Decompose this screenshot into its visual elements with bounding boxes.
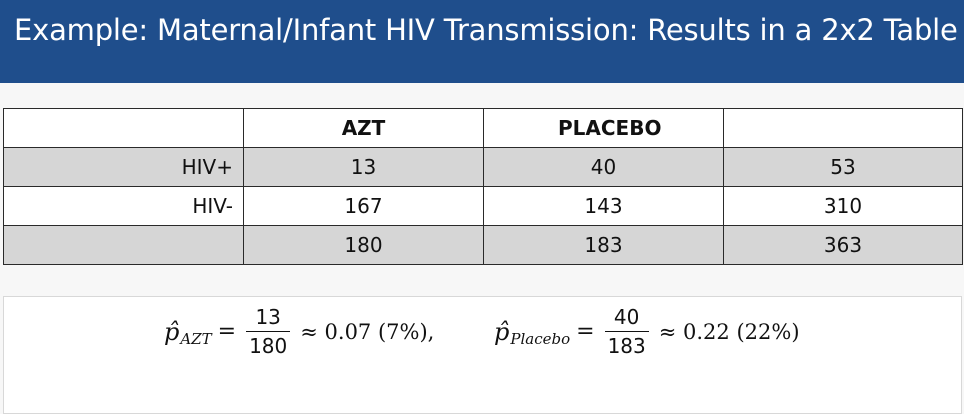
contingency-table: AZT PLACEBO HIV+ 13 40 53 HIV- 167 143 3… [3, 108, 963, 265]
table-header-cell-empty-right [723, 108, 963, 148]
equals-sign: = [217, 319, 237, 344]
table-cell: 183 [483, 225, 724, 265]
formula-subscript: AZT [180, 329, 212, 348]
table-row-label: HIV+ [3, 147, 244, 187]
table-header-cell-empty-left [3, 108, 244, 148]
contingency-table-container: AZT PLACEBO HIV+ 13 40 53 HIV- 167 143 3… [3, 108, 963, 265]
p-hat-symbol: p̂ [494, 317, 510, 346]
fraction: 40 183 [604, 305, 649, 358]
fraction-bar [246, 331, 291, 332]
table-header-row: AZT PLACEBO [3, 108, 963, 148]
formula-result: ≈ 0.22 (22%) [658, 319, 800, 344]
table-header-cell-placebo: PLACEBO [483, 108, 724, 148]
table-row-label [3, 225, 244, 265]
slide-header: Example: Maternal/Infant HIV Transmissio… [0, 0, 964, 83]
table-row-totals: 180 183 363 [3, 225, 963, 265]
table-row: HIV+ 13 40 53 [3, 147, 963, 187]
table-cell: 363 [723, 225, 963, 265]
formula-subscript: Placebo [510, 329, 571, 348]
table-cell: 167 [243, 186, 484, 226]
table-header-cell-azt: AZT [243, 108, 484, 148]
table-cell: 40 [483, 147, 724, 187]
fraction-denominator: 183 [607, 334, 646, 358]
table-cell: 143 [483, 186, 724, 226]
table-cell: 310 [723, 186, 963, 226]
fraction-denominator: 180 [249, 334, 288, 358]
table-row: HIV- 167 143 310 [3, 186, 963, 226]
formula-placebo: p̂ Placebo = 40 183 ≈ 0.22 (22%) [494, 305, 800, 358]
table-row-label: HIV- [3, 186, 244, 226]
formula-azt: p̂ AZT = 13 180 ≈ 0.07 (7%), [164, 305, 434, 358]
slide-title: Example: Maternal/Infant HIV Transmissio… [14, 13, 958, 47]
fraction-numerator: 13 [255, 305, 281, 329]
table-cell: 13 [243, 147, 484, 187]
formula-result: ≈ 0.07 (7%), [300, 319, 435, 344]
equals-sign: = [576, 319, 595, 344]
fraction: 13 180 [246, 305, 291, 358]
fraction-numerator: 40 [613, 305, 640, 329]
table-cell: 180 [243, 225, 484, 265]
table-cell: 53 [723, 147, 963, 187]
p-hat-symbol: p̂ [164, 317, 180, 346]
fraction-bar [604, 331, 649, 332]
formula-box: p̂ AZT = 13 180 ≈ 0.07 (7%), p̂ Placebo … [3, 296, 962, 414]
